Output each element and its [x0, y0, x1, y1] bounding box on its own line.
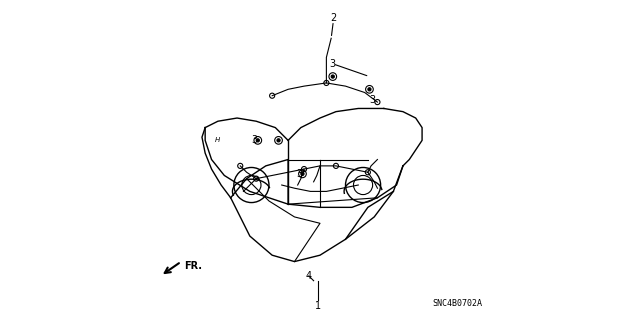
Text: 3: 3: [330, 59, 336, 69]
Circle shape: [331, 75, 334, 78]
Text: FR.: FR.: [184, 261, 202, 271]
Circle shape: [301, 172, 304, 175]
Circle shape: [277, 139, 280, 142]
Circle shape: [256, 139, 259, 142]
Text: 3: 3: [296, 169, 303, 179]
Text: 1: 1: [316, 301, 321, 311]
Text: H: H: [215, 137, 221, 143]
Text: 2: 2: [330, 12, 337, 23]
Text: 4: 4: [306, 271, 312, 281]
Text: 3: 3: [369, 95, 376, 106]
Circle shape: [368, 88, 371, 91]
Text: SNC4B0702A: SNC4B0702A: [432, 299, 482, 308]
Text: 3: 3: [252, 135, 258, 145]
